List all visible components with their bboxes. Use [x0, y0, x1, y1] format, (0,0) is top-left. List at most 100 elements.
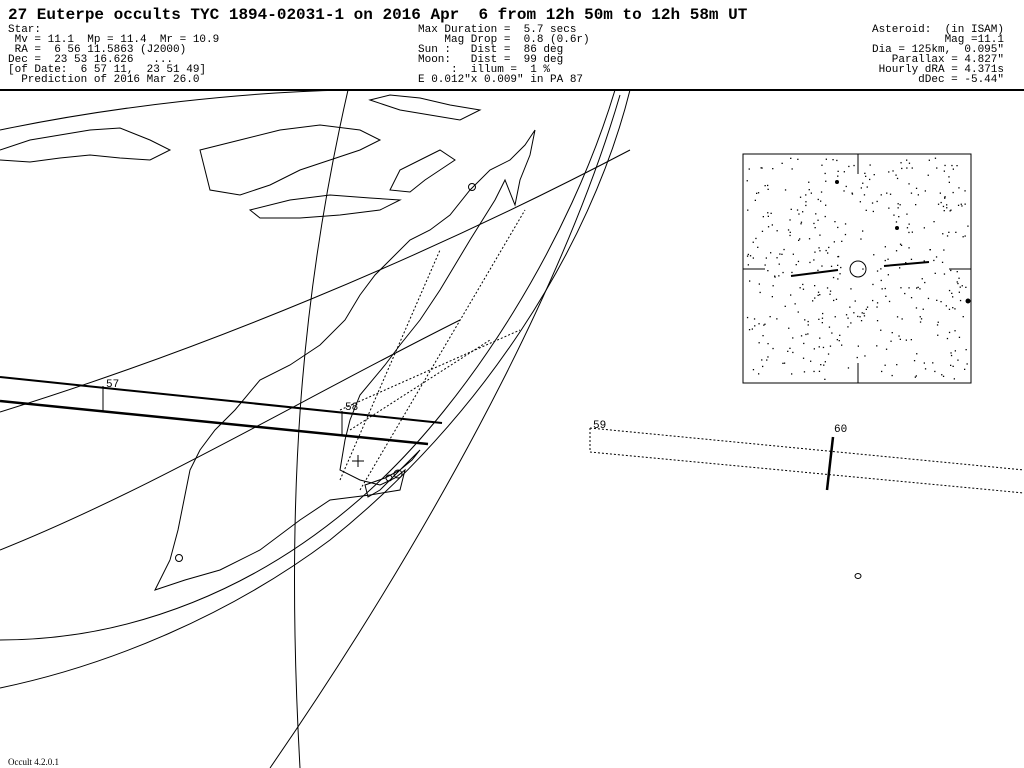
bg-star: [771, 224, 773, 226]
star-chart: [742, 153, 972, 384]
bg-star: [747, 253, 749, 256]
bg-star: [962, 316, 964, 318]
bg-star: [752, 257, 754, 259]
bg-star: [831, 332, 833, 334]
bg-star: [944, 164, 946, 167]
bg-star: [759, 291, 761, 294]
info-line: Parallax = 4.827": [892, 54, 1004, 66]
bg-star: [783, 362, 786, 364]
bg-star: [896, 364, 898, 366]
bg-star: [792, 337, 794, 339]
bg-star: [847, 367, 850, 369]
bg-star: [851, 192, 853, 194]
bg-star: [752, 369, 755, 371]
bg-star: [810, 360, 812, 362]
bg-star: [923, 227, 925, 229]
bg-star: [822, 312, 824, 315]
bg-star: [808, 189, 810, 191]
info-line: Max Duration = 5.7 secs: [418, 24, 576, 36]
bg-star: [958, 187, 960, 189]
bg-star: [940, 301, 942, 303]
bg-star: [825, 180, 827, 182]
bg-star: [961, 205, 963, 207]
bg-star: [781, 162, 783, 164]
bg-star: [837, 226, 839, 229]
bg-star: [828, 326, 831, 328]
bg-star: [958, 291, 960, 293]
bg-star: [924, 281, 926, 284]
bg-star: [929, 249, 931, 251]
bg-star: [843, 190, 845, 192]
bg-star: [940, 201, 942, 204]
bg-star: [787, 350, 789, 352]
bg-star: [924, 190, 926, 192]
bg-star: [905, 339, 907, 341]
bg-star: [761, 230, 764, 232]
bg-star: [873, 174, 875, 176]
bg-star: [817, 294, 819, 296]
bg-star: [788, 327, 790, 329]
bg-star: [923, 362, 925, 364]
bg-star: [933, 259, 935, 262]
bg-star: [764, 323, 766, 325]
bg-star: [764, 264, 766, 266]
bg-star: [827, 353, 830, 355]
bg-star: [911, 231, 913, 233]
coastline: [0, 94, 536, 591]
bg-star: [946, 207, 948, 209]
bg-star: [772, 285, 774, 287]
bg-star: [789, 347, 791, 349]
bg-star: [871, 202, 874, 204]
bg-star: [937, 334, 939, 336]
bg-star: [772, 168, 774, 170]
bg-star: [817, 269, 819, 271]
bg-star: [787, 229, 790, 231]
bg-star: [888, 171, 890, 173]
path-label: 59: [593, 420, 606, 432]
info-line: dDec = -5.44": [918, 74, 1004, 86]
bg-star: [895, 250, 898, 252]
bg-star: [919, 321, 922, 323]
info-line: : illum = 1 %: [418, 64, 550, 76]
bg-star: [826, 287, 829, 289]
bg-star: [881, 370, 883, 373]
bg-star: [824, 215, 826, 218]
bg-star: [939, 192, 941, 194]
bg-star: [908, 223, 910, 225]
bg-star: [765, 257, 767, 259]
bg-star: [899, 243, 902, 245]
bg-star: [776, 257, 778, 259]
bg-star: [795, 264, 797, 266]
bg-star: [895, 174, 897, 176]
bg-star: [758, 373, 760, 375]
bg-star: [935, 256, 938, 258]
bg-star: [905, 262, 907, 264]
bg-star: [824, 378, 826, 380]
bg-star: [837, 170, 839, 172]
bg-star: [899, 338, 901, 340]
bg-star: [923, 260, 925, 262]
bg-star: [834, 316, 836, 318]
info-line: Prediction of 2016 Mar 26.0: [8, 74, 199, 86]
bg-star: [958, 277, 960, 279]
bg-star: [922, 308, 924, 310]
bg-star: [805, 333, 807, 336]
bg-star: [885, 348, 888, 350]
bg-star: [789, 231, 791, 233]
bg-star: [887, 274, 889, 276]
bg-star: [957, 282, 959, 285]
bg-star: [847, 317, 849, 319]
bg-star: [955, 231, 957, 233]
bg-star: [856, 356, 858, 359]
bg-star: [767, 188, 769, 190]
bg-star: [865, 308, 867, 310]
bg-star: [948, 331, 951, 334]
bg-star: [943, 210, 945, 212]
bg-star: [857, 315, 859, 318]
bg-star: [844, 223, 847, 225]
bg-star: [908, 287, 910, 289]
bg-star: [767, 215, 769, 217]
bg-star: [813, 222, 815, 225]
bg-star: [864, 355, 866, 357]
bg-star: [824, 361, 826, 363]
